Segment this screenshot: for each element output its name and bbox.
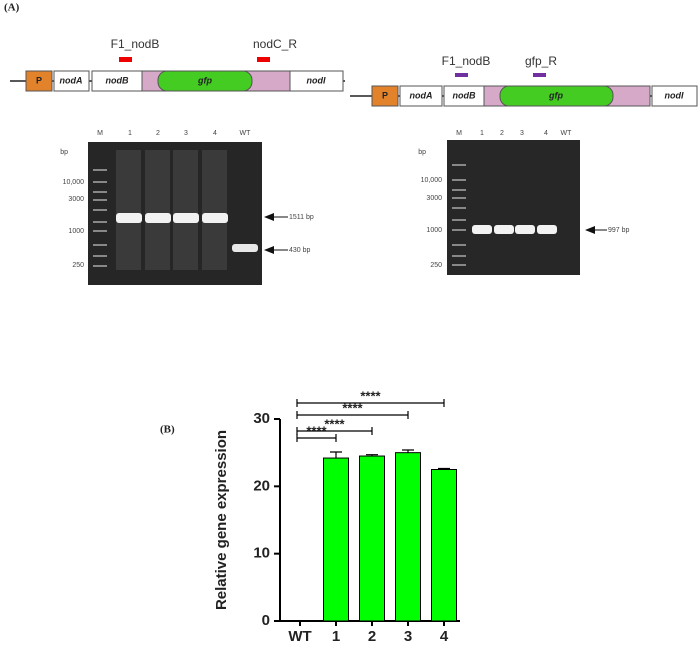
significance-label: **** bbox=[342, 400, 363, 415]
gel-1 bbox=[88, 142, 288, 285]
lane-label: M bbox=[456, 130, 462, 137]
bar bbox=[323, 457, 349, 622]
significance-bracket bbox=[296, 434, 337, 442]
x-tick-label: 3 bbox=[404, 628, 412, 645]
construct-2: P nodA nodB gfp nodI F1_nodB gfp_R bbox=[350, 54, 698, 107]
lane-label: M bbox=[97, 130, 103, 137]
x-tick-label: 2 bbox=[368, 628, 376, 645]
gene: nodI bbox=[307, 75, 326, 85]
lane-label: 1 bbox=[128, 130, 132, 137]
significance-bracket bbox=[296, 399, 445, 407]
gene: nodA bbox=[410, 90, 433, 100]
band-label: 430 bp bbox=[289, 247, 311, 254]
x-tick-label: WT bbox=[288, 628, 311, 645]
gene: P bbox=[36, 75, 42, 85]
gene: gfp bbox=[197, 75, 212, 85]
marker-label: 10,000 bbox=[63, 179, 85, 186]
lane-label: 2 bbox=[500, 130, 504, 137]
lane-label: 4 bbox=[544, 130, 548, 137]
y-tick-label: 20 bbox=[253, 477, 270, 494]
significance-bracket bbox=[296, 427, 373, 435]
construct-1: P nodA nodB gfp nodI F1_nodB nodC_R bbox=[10, 37, 345, 92]
panel-label: (B) bbox=[160, 424, 175, 436]
lane-label: 3 bbox=[184, 130, 188, 137]
primer-label: F1_nodB bbox=[111, 37, 160, 51]
primer-label: nodC_R bbox=[253, 37, 297, 51]
gene: nodB bbox=[106, 75, 129, 85]
error-bar bbox=[330, 451, 342, 459]
lane-label: WT bbox=[561, 130, 573, 137]
gene: gfp bbox=[548, 90, 563, 100]
marker-label: 250 bbox=[72, 262, 84, 269]
marker-label: 1000 bbox=[68, 228, 84, 235]
band-label: 1511 bp bbox=[289, 214, 314, 221]
bar bbox=[395, 452, 421, 622]
marker-label: 3000 bbox=[68, 196, 84, 203]
marker-label: 3000 bbox=[426, 195, 442, 202]
x-tick-label: 1 bbox=[332, 628, 340, 645]
gel-2 bbox=[447, 140, 607, 275]
gene: nodB bbox=[453, 90, 476, 100]
error-bar bbox=[438, 467, 450, 470]
significance-bracket bbox=[296, 411, 409, 419]
gene: nodI bbox=[665, 90, 684, 100]
primer-label: F1_nodB bbox=[442, 54, 491, 68]
lane-label: 4 bbox=[213, 130, 217, 137]
significance-label: **** bbox=[360, 388, 381, 403]
error-bar bbox=[402, 449, 414, 453]
error-bar bbox=[366, 454, 378, 457]
panel-label: (A) bbox=[4, 2, 20, 14]
lane-label: 3 bbox=[520, 130, 524, 137]
marker-label: 1000 bbox=[426, 227, 442, 234]
marker-label: 10,000 bbox=[421, 177, 443, 184]
y-tick-label: 30 bbox=[253, 410, 270, 427]
gel-unit: bp bbox=[418, 149, 426, 156]
significance-label: **** bbox=[324, 416, 345, 431]
band-label: 997 bp bbox=[608, 227, 630, 234]
bar bbox=[359, 455, 385, 622]
x-tick-label: 4 bbox=[440, 628, 449, 645]
y-axis-label: Relative gene expression bbox=[213, 430, 230, 610]
gene: nodA bbox=[60, 75, 83, 85]
gene: P bbox=[382, 90, 388, 100]
lane-label: 2 bbox=[156, 130, 160, 137]
gel-unit: bp bbox=[60, 149, 68, 156]
y-tick-label: 10 bbox=[253, 545, 270, 562]
marker-label: 250 bbox=[430, 262, 442, 269]
lane-label: 1 bbox=[480, 130, 484, 137]
bar bbox=[431, 469, 457, 622]
lane-label: WT bbox=[240, 130, 252, 137]
primer-label: gfp_R bbox=[525, 54, 557, 68]
y-tick-label: 0 bbox=[262, 612, 270, 629]
